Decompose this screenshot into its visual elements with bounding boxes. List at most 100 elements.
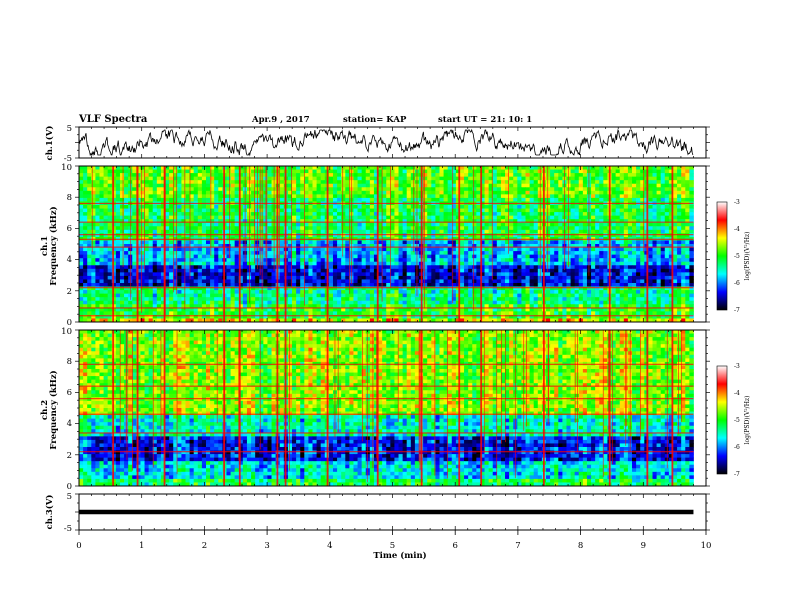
spectrogram-cell — [193, 226, 199, 231]
spectrogram-cell — [210, 166, 215, 170]
spectrogram-cell — [197, 233, 203, 238]
spectrogram-cell — [210, 265, 215, 270]
spectrogram-cell — [177, 187, 182, 192]
spectrogram-cell — [267, 261, 272, 266]
spectrogram-cell — [365, 208, 371, 213]
spectrogram-cell — [447, 169, 453, 174]
spectrogram-cell — [246, 254, 252, 259]
spectrogram-cell — [332, 173, 338, 178]
spectrogram-cell — [652, 166, 657, 170]
spectrogram-cell — [177, 222, 182, 227]
spectrogram-cell — [218, 205, 223, 209]
spectrogram-cell — [292, 279, 297, 284]
spectrogram-cell — [124, 244, 129, 248]
spectrogram-cell — [189, 261, 195, 266]
spectrogram-cell — [648, 261, 653, 266]
spectrogram-cell — [103, 247, 109, 252]
spectrogram-cell — [476, 219, 481, 224]
spectrogram-cell — [140, 197, 145, 202]
spectrogram-cell — [316, 194, 322, 199]
spectrogram-cell — [189, 268, 195, 273]
spectrogram-cell — [312, 215, 317, 220]
spectrogram-cell — [685, 247, 690, 252]
spectrogram-cell — [500, 229, 506, 234]
spectrogram-cell — [320, 176, 326, 181]
spectrogram-cell — [259, 258, 264, 263]
spectrogram-cell — [263, 268, 268, 273]
spectrogram-cell — [136, 268, 141, 273]
spectrogram-cell — [99, 194, 104, 199]
spectrogram-cell — [640, 247, 645, 252]
spectrogram-cell — [246, 279, 252, 284]
spectrogram-cell — [619, 219, 625, 224]
spectrogram-cell — [382, 244, 387, 248]
spectrogram-cell — [337, 272, 342, 277]
spectrogram-cell — [652, 251, 657, 256]
spectrogram-cell — [627, 222, 633, 227]
spectrogram-cell — [230, 197, 236, 202]
spectrogram-cell — [603, 219, 608, 224]
spectrogram-cell — [632, 258, 637, 263]
spectrogram-cell — [107, 190, 113, 195]
spectrogram-cell — [320, 272, 326, 277]
spectrogram-cell — [394, 212, 399, 217]
spectrogram-cell — [472, 226, 477, 231]
spectrogram-cell — [312, 233, 317, 238]
spectrogram-cell — [316, 244, 322, 248]
spectrogram-cell — [681, 268, 686, 273]
spectrogram-cell — [423, 275, 428, 280]
spectrogram-cell — [468, 240, 473, 245]
spectrogram-cell — [582, 229, 588, 234]
spectrogram-cell — [529, 212, 535, 217]
spectrogram-cell — [672, 226, 678, 231]
spectrogram-cell — [165, 215, 170, 220]
spectrogram-cell — [165, 251, 170, 256]
spectrogram-cell — [574, 194, 580, 199]
spectrogram-cell — [148, 261, 154, 266]
spectrogram-cell — [373, 222, 379, 227]
spectrogram-cell — [189, 194, 195, 199]
spectrogram-cell — [439, 272, 444, 277]
spectrogram-cell — [500, 265, 506, 270]
spectrogram-cell — [83, 244, 88, 248]
spectrogram-cell — [119, 279, 125, 284]
spectrogram-cell — [79, 254, 84, 259]
spectrogram-cell — [435, 212, 440, 217]
spectrogram-cell — [505, 215, 510, 220]
spectrogram-cell — [513, 173, 518, 178]
spectrogram-cell — [627, 197, 633, 202]
spectrogram-cell — [83, 226, 88, 231]
spectrogram-cell — [402, 254, 408, 259]
spectrogram-cell — [103, 169, 109, 174]
spectrogram-cell — [480, 268, 485, 273]
spectrogram-cell — [103, 240, 109, 245]
spectrogram-cell — [197, 219, 203, 224]
spectrogram-cell — [648, 194, 653, 199]
spectrogram-cell — [632, 233, 637, 238]
spectrogram-cell — [545, 229, 551, 234]
spectrogram-cell — [205, 240, 211, 245]
spectrogram-cell — [459, 194, 465, 199]
spectrogram-cell — [545, 197, 551, 202]
spectrogram-cell — [627, 183, 633, 188]
spectrogram-cell — [193, 240, 199, 245]
spectrogram-cell — [369, 226, 375, 231]
spectrogram-cell — [95, 173, 100, 178]
spectrogram-cell — [165, 187, 170, 192]
spectrogram-cell — [591, 205, 596, 209]
spectrogram-cell — [83, 176, 88, 181]
spectrogram-cell — [578, 272, 584, 277]
spectrogram-cell — [312, 261, 317, 266]
spectrogram-cell — [214, 194, 219, 199]
spectrogram-cell — [492, 247, 498, 252]
spectrogram-cell — [558, 208, 563, 213]
spectrogram-cell — [353, 244, 358, 248]
spectrogram-cell — [623, 197, 629, 202]
spectrogram-cell — [533, 169, 539, 174]
spectrogram-cell — [525, 166, 531, 170]
spectrogram-cell — [177, 197, 182, 202]
spectrogram-cell — [165, 166, 170, 170]
spectrogram-cell — [443, 208, 449, 213]
spectrogram-cell — [95, 197, 100, 202]
spectrogram-cell — [361, 279, 367, 284]
